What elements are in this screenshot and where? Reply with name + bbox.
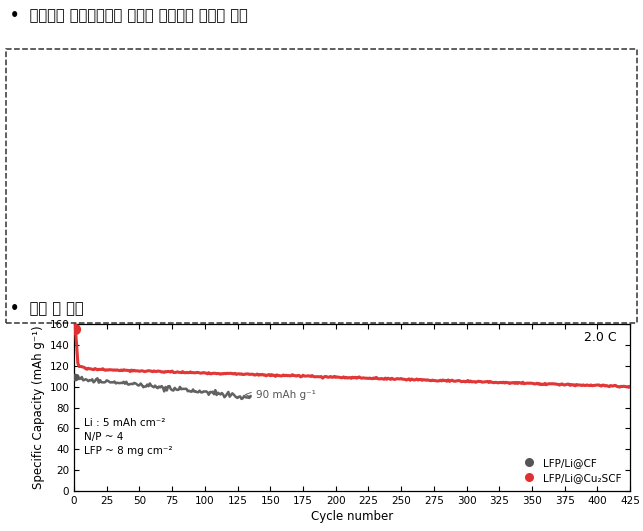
Bar bbox=[6, 49, 637, 323]
Point bbox=[70, 373, 80, 381]
X-axis label: Cycle number: Cycle number bbox=[311, 510, 393, 523]
Text: < 90 mAh g⁻¹: < 90 mAh g⁻¹ bbox=[244, 390, 316, 400]
Text: •  완전 셀 성능: • 완전 셀 성능 bbox=[10, 301, 84, 316]
Text: 2.0 C: 2.0 C bbox=[584, 331, 616, 345]
Text: Li : 5 mAh cm⁻²
N/P ~ 4
LFP ~ 8 mg cm⁻²: Li : 5 mAh cm⁻² N/P ~ 4 LFP ~ 8 mg cm⁻² bbox=[84, 417, 172, 456]
Y-axis label: Specific Capacity (mAh g⁻¹): Specific Capacity (mAh g⁻¹) bbox=[32, 326, 45, 490]
Point bbox=[70, 325, 80, 333]
Legend: LFP/Li@CF, LFP/Li@Cu₂SCF: LFP/Li@CF, LFP/Li@Cu₂SCF bbox=[515, 455, 625, 486]
Text: •  전기화학 표면처리법을 이용한 리튬음극 제작법 개발: • 전기화학 표면처리법을 이용한 리튬음극 제작법 개발 bbox=[10, 8, 248, 23]
